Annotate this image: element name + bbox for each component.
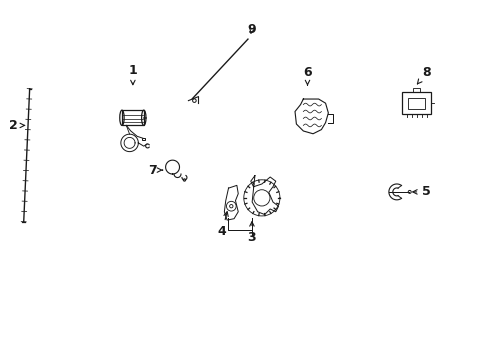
Text: 7: 7: [148, 163, 163, 176]
Bar: [142, 138, 145, 140]
Text: 4: 4: [217, 212, 228, 238]
Bar: [412, 89, 419, 92]
Text: 5: 5: [412, 185, 430, 198]
Text: 2: 2: [9, 119, 24, 132]
Bar: [402, 92, 430, 113]
Bar: [407, 98, 424, 109]
Text: 3: 3: [247, 222, 256, 244]
Text: 6: 6: [303, 66, 311, 85]
Text: 8: 8: [417, 66, 430, 84]
Text: 9: 9: [247, 23, 256, 36]
Bar: [122, 110, 143, 125]
Text: 1: 1: [128, 64, 137, 85]
